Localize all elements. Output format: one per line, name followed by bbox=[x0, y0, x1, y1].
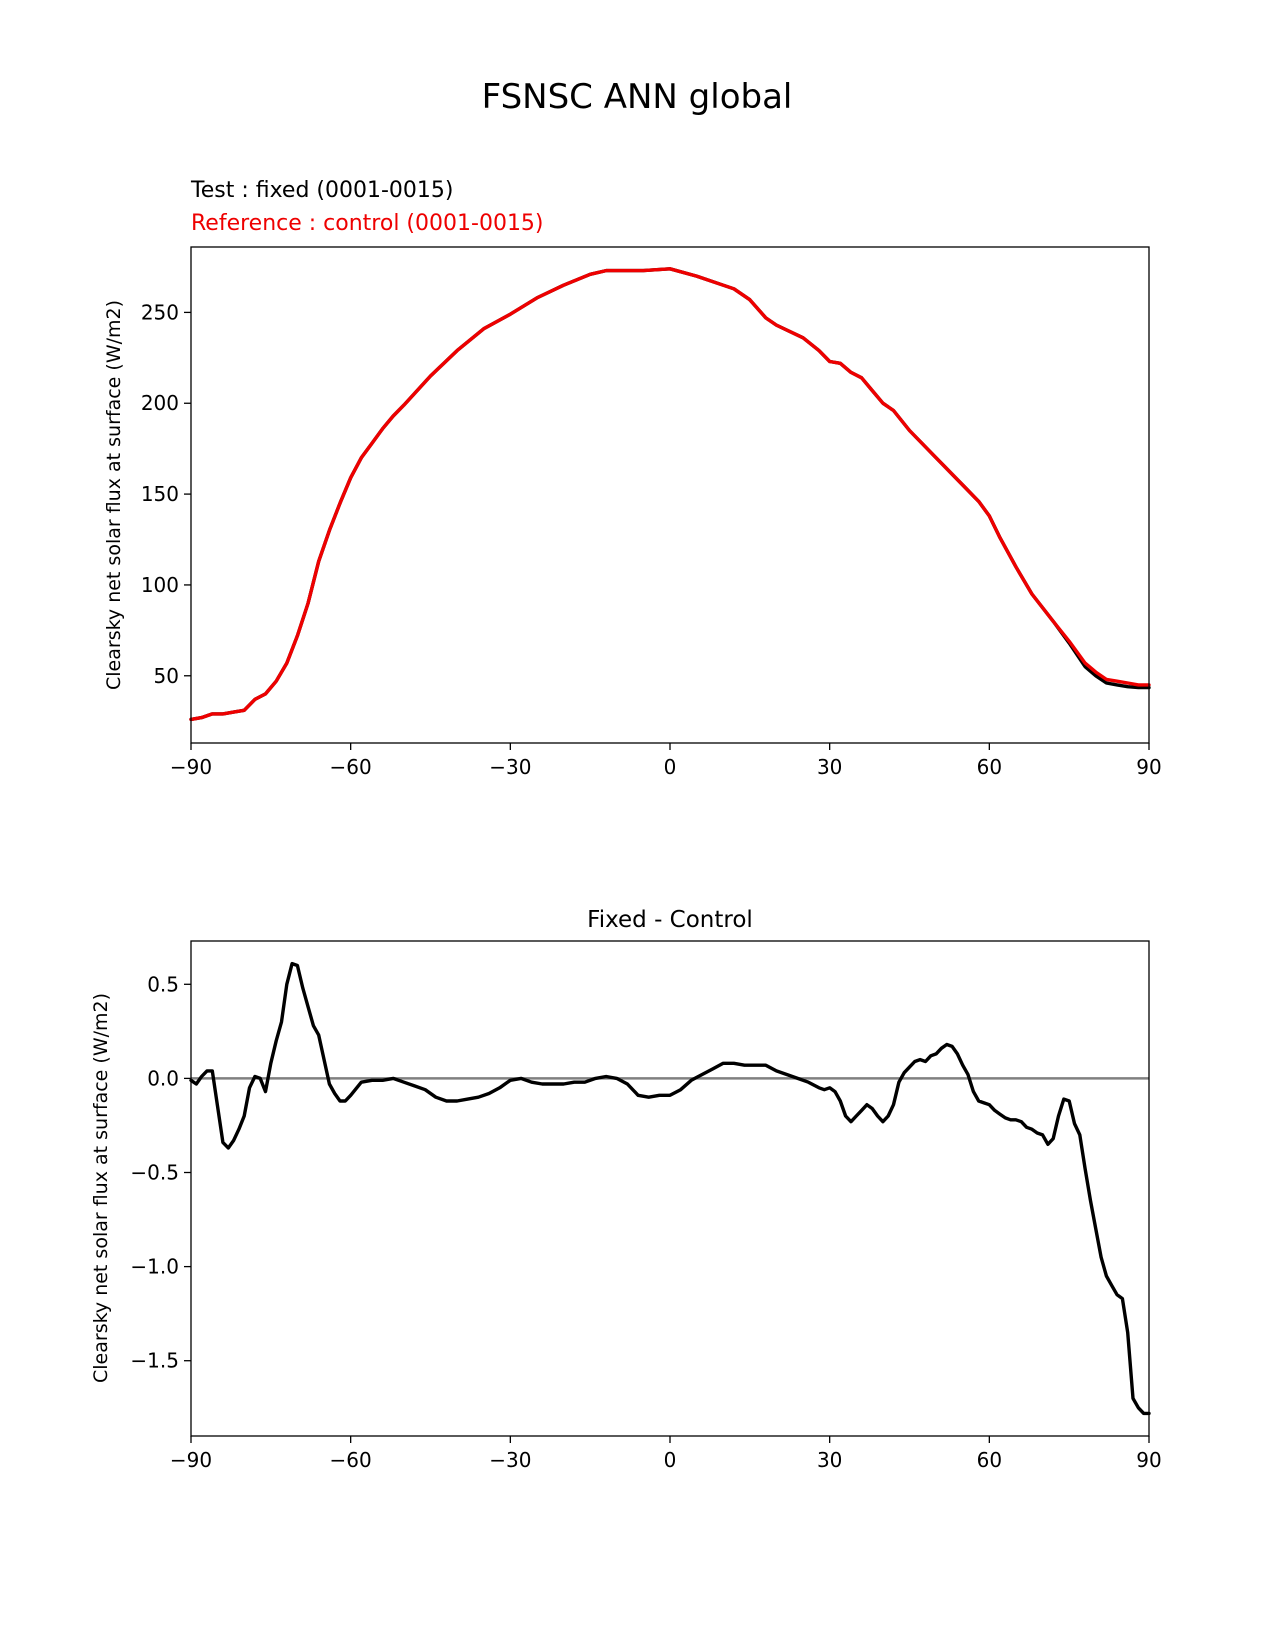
reference-series-line bbox=[189, 267, 1151, 722]
top-axes-frame bbox=[190, 246, 1150, 744]
test-series-line bbox=[189, 267, 1151, 722]
y-tick-label: −0.5 bbox=[130, 1161, 179, 1185]
bottom-axes-frame bbox=[190, 940, 1150, 1437]
x-tick-label: 60 bbox=[977, 755, 1002, 779]
x-tick-label: 0 bbox=[664, 755, 677, 779]
x-tick-label: −30 bbox=[489, 755, 531, 779]
x-tick-label: −90 bbox=[170, 1448, 212, 1472]
y-tick-label: 0.5 bbox=[147, 972, 179, 996]
top-y-axis-label: Clearsky net solar flux at surface (W/m2… bbox=[103, 300, 125, 690]
y-tick-label: 200 bbox=[141, 391, 179, 415]
bottom-panel: Fixed - Control 0.5 0.0 −0.5 −1.0 −1.5 −90 −6… bbox=[90, 907, 1162, 1472]
top-x-axis: −90 −60 −30 0 30 60 90 bbox=[170, 743, 1162, 779]
difference-series-line bbox=[189, 961, 1151, 1416]
bottom-x-axis: −90 −60 −30 0 30 60 90 bbox=[170, 1436, 1162, 1472]
y-tick-label: 100 bbox=[141, 573, 179, 597]
y-tick-label: 0.0 bbox=[147, 1066, 179, 1090]
x-tick-label: −30 bbox=[489, 1448, 531, 1472]
y-tick-label: 250 bbox=[141, 300, 179, 324]
x-tick-label: 90 bbox=[1136, 1448, 1161, 1472]
top-series-group bbox=[189, 267, 1151, 722]
top-panel: Test : fixed (0001-0015) Reference : con… bbox=[103, 178, 1162, 779]
x-tick-label: 30 bbox=[817, 1448, 842, 1472]
y-tick-label: −1.5 bbox=[130, 1349, 179, 1373]
top-y-axis: 50 100 150 200 250 bbox=[141, 300, 191, 688]
y-tick-label: 50 bbox=[154, 664, 179, 688]
x-tick-label: −90 bbox=[170, 755, 212, 779]
y-tick-label: 150 bbox=[141, 482, 179, 506]
bottom-y-axis-label: Clearsky net solar flux at surface (W/m2… bbox=[90, 993, 112, 1383]
x-tick-label: 60 bbox=[977, 1448, 1002, 1472]
figure-title: FSNSC ANN global bbox=[482, 77, 793, 117]
x-tick-label: 30 bbox=[817, 755, 842, 779]
bottom-series-group bbox=[189, 961, 1151, 1416]
x-tick-label: 90 bbox=[1136, 755, 1161, 779]
x-tick-label: 0 bbox=[664, 1448, 677, 1472]
x-tick-label: −60 bbox=[330, 1448, 372, 1472]
x-tick-label: −60 bbox=[330, 755, 372, 779]
test-label: Test : fixed (0001-0015) bbox=[190, 178, 454, 203]
y-tick-label: −1.0 bbox=[130, 1255, 179, 1279]
reference-label: Reference : control (0001-0015) bbox=[191, 211, 544, 236]
bottom-y-axis: 0.5 0.0 −0.5 −1.0 −1.5 bbox=[130, 972, 191, 1373]
bottom-title: Fixed - Control bbox=[587, 907, 753, 933]
